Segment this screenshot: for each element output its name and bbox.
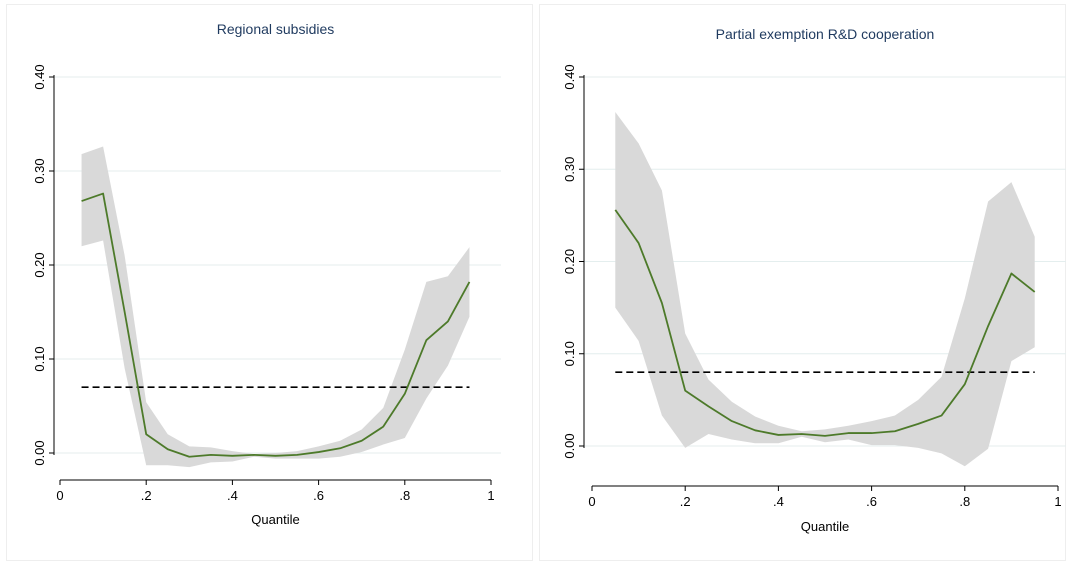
y-tick-label: 0.10 [32,346,47,371]
y-tick-label: 0.40 [562,64,577,89]
y-tick-label: 0.20 [562,249,577,274]
chart-title: Regional subsidies [217,21,335,37]
series-line-group [81,192,471,458]
x-tick-label: .2 [680,494,691,509]
chart-svg: Partial exemption R&D cooperation 0.000.… [539,4,1066,561]
chart-title: Partial exemption R&D cooperation [716,26,935,42]
y-tick-label: 0.00 [32,440,47,465]
y-tick-label: 0.40 [32,64,47,89]
chart-panel-regional-subsidies: Regional subsidies 0.00 0.10 0.20 0.30 0 .40 … [6,4,533,561]
chart-svg: Regional subsidies 0.00 0.10 0.20 0.30 0 .40 … [6,4,533,561]
y-tick-label: 0.20 [32,252,47,277]
x-tick-label: .6 [313,488,324,503]
x-axis-label: Quantile [801,519,849,534]
x-tick-label: .4 [773,494,784,509]
x-axis-label: Quantile [251,512,299,527]
x-axis: 0 .2 .4 .6 .8 1 [588,485,1062,509]
y-tick-label: 0.30 [562,157,577,182]
series-line-group [614,209,1036,437]
x-tick-label: 1 [487,488,494,503]
x-tick-label: .8 [399,488,410,503]
x-tick-label: .8 [959,494,970,509]
x-tick-label: 0 [588,494,595,509]
y-tick-label: 0.10 [562,341,577,366]
y-tick-label: 0.30 [32,158,47,183]
x-tick-label: .2 [141,488,152,503]
y-axis: 0.00 0.10 0.20 0.30 0.40 [32,64,55,466]
y-tick-label: 0.00 [562,433,577,458]
x-axis: 0 .2 .4 .6 .8 1 [56,479,495,503]
x-tick-label: .4 [227,488,238,503]
y-axis: 0.00 0.10 0.20 0.30 0.40 [562,64,585,459]
confidence-band-area [615,112,1035,467]
chart-panel-partial-exemption: Partial exemption R&D cooperation 0.00 0.… [539,4,1066,561]
x-tick-label: 0 [56,488,63,503]
x-tick-label: 1 [1054,494,1061,509]
x-tick-label: .6 [866,494,877,509]
confidence-band [615,112,1035,467]
